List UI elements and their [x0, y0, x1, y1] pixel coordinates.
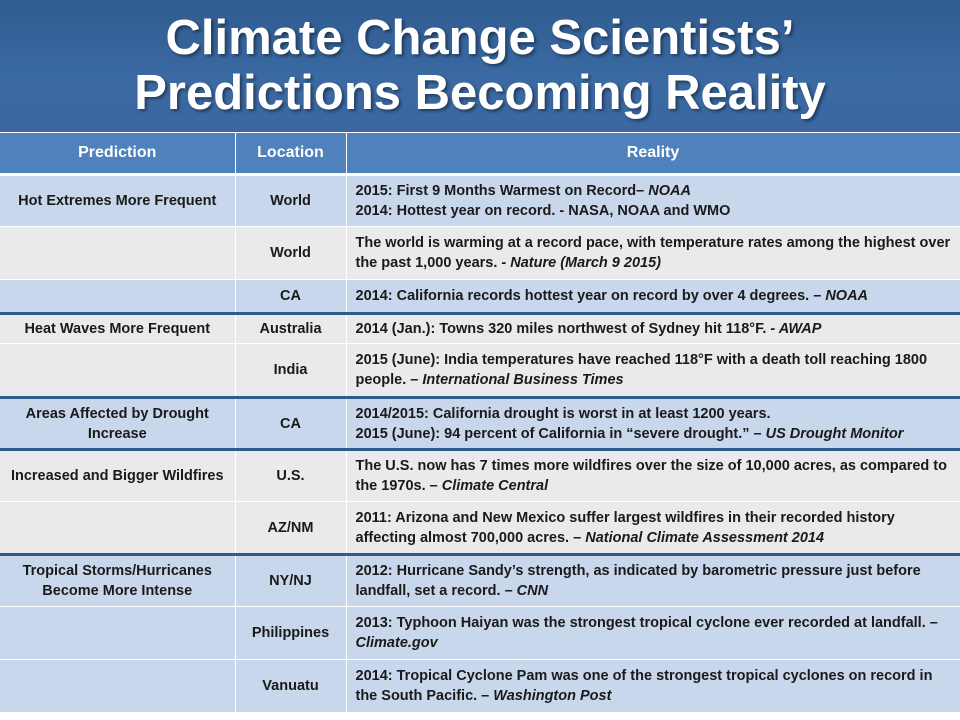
- reality-source: Washington Post: [493, 688, 612, 704]
- slide-title-line-2: Predictions Becoming Reality: [134, 66, 826, 120]
- prediction-cell: [0, 501, 236, 555]
- reality-source: CNN: [516, 583, 549, 599]
- reality-source: International Business Times: [422, 372, 624, 388]
- prediction-cell: [0, 279, 236, 314]
- reality-cell: 2014: Tropical Cyclone Pam was one of th…: [346, 659, 960, 713]
- location-cell: Philippines: [235, 606, 347, 660]
- reality-text: 2015: First 9 Months Warmest on Record–: [355, 183, 649, 199]
- prediction-cell: Areas Affected by Drought Increase: [0, 396, 236, 450]
- reality-cell: 2013: Typhoon Haiyan was the strongest t…: [346, 606, 960, 660]
- header-reality: Reality: [346, 133, 960, 176]
- reality-source: National Climate Assessment 2014: [585, 529, 825, 546]
- reality-cell: 2014 (Jan.): Towns 320 miles northwest o…: [346, 312, 960, 344]
- prediction-cell: Heat Waves More Frequent: [0, 312, 236, 344]
- reality-cell: 2011: Arizona and New Mexico suffer larg…: [346, 501, 960, 555]
- prediction-cell: [0, 606, 236, 660]
- table-row: AZ/NM 2011: Arizona and New Mexico suffe…: [0, 501, 960, 555]
- table-row: World The world is warming at a record p…: [0, 226, 960, 280]
- reality-source: NOAA: [648, 183, 691, 199]
- location-cell: Vanuatu: [235, 659, 347, 713]
- reality-line: 2014/2015: California drought is worst i…: [356, 404, 954, 424]
- location-cell: Australia: [235, 312, 347, 344]
- location-cell: CA: [235, 279, 347, 314]
- prediction-cell: [0, 659, 236, 713]
- prediction-cell: Tropical Storms/Hurricanes Become More I…: [0, 553, 236, 607]
- header-location: Location: [235, 133, 347, 176]
- location-cell: CA: [235, 396, 347, 450]
- reality-text: 2015 (June): 94 percent of California in…: [355, 425, 766, 442]
- reality-cell: The U.S. now has 7 times more wildfires …: [346, 448, 960, 502]
- reality-source: Climate.gov: [355, 635, 438, 651]
- reality-source: - AWAP: [770, 321, 822, 337]
- table-row: Heat Waves More Frequent Australia 2014 …: [0, 312, 960, 344]
- predictions-table: Prediction Location Reality Hot Extremes…: [0, 133, 960, 713]
- reality-cell: 2014/2015: California drought is worst i…: [346, 396, 960, 450]
- prediction-cell: [0, 343, 236, 398]
- table-row: India 2015 (June): India temperatures ha…: [0, 343, 960, 398]
- reality-line: 2014: Hottest year on record. - NASA, NO…: [356, 201, 954, 221]
- slide-title-line-1: Climate Change Scientists’: [165, 11, 795, 65]
- reality-text: The world is warming at a record pace, w…: [355, 235, 951, 271]
- title-band: Climate Change Scientists’ Predictions B…: [0, 0, 960, 132]
- reality-source: - Nature (March 9 2015): [501, 255, 661, 271]
- prediction-cell: Hot Extremes More Frequent: [0, 174, 236, 227]
- reality-source: NOAA: [825, 288, 869, 304]
- location-cell: World: [235, 226, 347, 280]
- reality-text: 2011: Arizona and New Mexico suffer larg…: [355, 509, 895, 546]
- header-prediction: Prediction: [0, 133, 236, 176]
- reality-text: The U.S. now has 7 times more wildfires …: [355, 458, 948, 494]
- reality-line: 2015 (June): 94 percent of California in…: [356, 424, 954, 444]
- prediction-cell: [0, 226, 236, 280]
- reality-text: 2015 (June): India temperatures have rea…: [355, 352, 928, 388]
- table-row: Philippines 2013: Typhoon Haiyan was the…: [0, 606, 960, 660]
- reality-source: Climate Central: [441, 478, 549, 494]
- table-row: Increased and Bigger Wildfires U.S. The …: [0, 448, 960, 502]
- location-cell: U.S.: [235, 448, 347, 502]
- reality-cell: 2015: First 9 Months Warmest on Record– …: [346, 174, 960, 227]
- reality-text: 2014: Hottest year on record. - NASA, NO…: [355, 203, 731, 219]
- reality-cell: 2012: Hurricane Sandy’s strength, as ind…: [346, 553, 960, 607]
- reality-cell: 2015 (June): India temperatures have rea…: [346, 343, 960, 398]
- location-cell: India: [235, 343, 347, 398]
- reality-source: US Drought Monitor: [765, 425, 904, 442]
- reality-text: 2014: Tropical Cyclone Pam was one of th…: [355, 668, 933, 704]
- reality-text: 2014/2015: California drought is worst i…: [355, 405, 771, 422]
- reality-cell: The world is warming at a record pace, w…: [346, 226, 960, 280]
- reality-cell: 2014: California records hottest year on…: [346, 279, 960, 314]
- table-row: Areas Affected by Drought Increase CA 20…: [0, 396, 960, 450]
- table-row: Vanuatu 2014: Tropical Cyclone Pam was o…: [0, 659, 960, 713]
- location-cell: AZ/NM: [235, 501, 347, 555]
- location-cell: World: [235, 174, 347, 227]
- prediction-cell: Increased and Bigger Wildfires: [0, 448, 236, 502]
- reality-line: 2015: First 9 Months Warmest on Record– …: [356, 181, 954, 201]
- reality-text: 2012: Hurricane Sandy’s strength, as ind…: [355, 563, 921, 599]
- location-cell: NY/NJ: [235, 553, 347, 607]
- table-row: CA 2014: California records hottest year…: [0, 279, 960, 314]
- reality-text: 2014: California records hottest year on…: [355, 288, 826, 304]
- reality-text: 2013: Typhoon Haiyan was the strongest t…: [355, 615, 938, 631]
- table-row: Hot Extremes More Frequent World 2015: F…: [0, 174, 960, 227]
- reality-text: 2014 (Jan.): Towns 320 miles northwest o…: [355, 321, 771, 337]
- table-header-row: Prediction Location Reality: [0, 133, 960, 176]
- table-row: Tropical Storms/Hurricanes Become More I…: [0, 553, 960, 607]
